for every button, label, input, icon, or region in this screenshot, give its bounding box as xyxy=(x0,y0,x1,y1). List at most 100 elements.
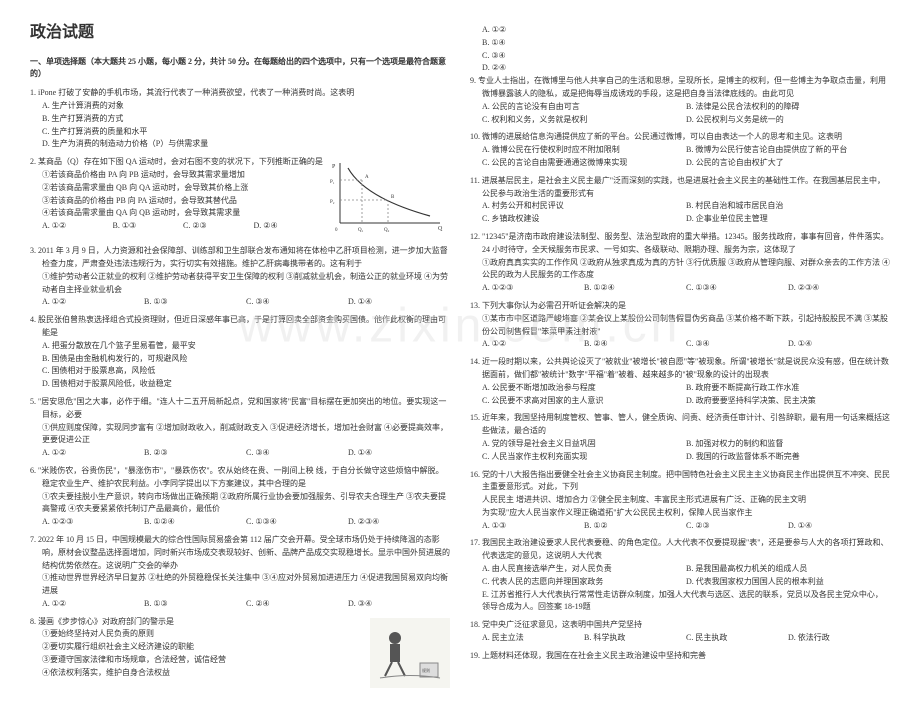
q14: 14. 近一段时期以来，公共舆论设灭了"被就业"被增长"被自愿"等"被现象。所谓… xyxy=(470,356,890,407)
svg-text:A: A xyxy=(365,175,369,180)
q5-text: 5. "居安思危"国之大事，必作于细。"连人十二五开局新起点，党和国家将"民富"… xyxy=(30,396,450,422)
q4: 4. 股民张伯曾热衷选择组合式投资理财，但近日深感年事已高，于是打算回卖全部资金… xyxy=(30,314,450,391)
q1-c: C. 生产打算消费的质量和水平 xyxy=(42,126,450,139)
q18-text: 18. 党中央广泛征求意见，这表明中国共产党坚持 xyxy=(470,619,890,632)
q5-a: A. ①② xyxy=(42,447,144,460)
q2-d: D. ②④ xyxy=(254,220,325,233)
q12-c: C. ①③④ xyxy=(686,282,788,295)
q13-a: A. ①② xyxy=(482,338,584,351)
q16-d: D. ①④ xyxy=(788,520,890,533)
q5-b: B. ②③ xyxy=(144,447,246,460)
q17-c: C. 代表人民的志愿向并理国家政务 xyxy=(482,576,686,589)
svg-text:P₁: P₁ xyxy=(330,180,335,185)
q16-o1: 人民民主 增进共识、增加合力 ②健全民主制度、丰富民主形式进展有广泛、正确的民主… xyxy=(482,494,890,507)
q1: 1. iPone 打破了安静的手机市场，其流行代表了一种消费欲望，代表了一种消费… xyxy=(30,87,450,151)
q14-c: C. 公民要不求高对国家的主人意识 xyxy=(482,395,686,408)
svg-text:P₂: P₂ xyxy=(330,200,335,205)
q5: 5. "居安思危"国之大事，必作于细。"连人十二五开局新起点，党和国家将"民富"… xyxy=(30,396,450,460)
q7-d: D. ③④ xyxy=(348,598,450,611)
q16: 16. 党的十八大报告指出要健全社会主义协商民主制度。把中国特色社会主义民主主义… xyxy=(470,469,890,533)
q3-c: C. ③④ xyxy=(246,296,348,309)
left-column: 政治试题 一、单项选择题（本大题共 25 小题，每小题 2 分，共计 50 分。… xyxy=(30,20,450,690)
q3-a: A. ①② xyxy=(42,296,144,309)
q12-opts: ①政府真真实实的工作作风 ②政府从独求真成为真的方针 ③行优质服 ③政府从管理向… xyxy=(482,257,890,283)
q2-a: A. ①② xyxy=(42,220,113,233)
q6-text: 6. "米贱伤农，谷贵伤民"，"暴涨伤市"，"暴跌伤农"。农从始终在贵、一削间上… xyxy=(30,465,450,491)
q16-c: C. ②③ xyxy=(686,520,788,533)
q13-text: 13. 下列大事你认为必需召开听证会解决的是 xyxy=(470,300,890,313)
q6-c: C. ①③④ xyxy=(246,516,348,529)
q13: 13. 下列大事你认为必需召开听证会解决的是 ①某市市中区道路严峻堵塞 ②某会议… xyxy=(470,300,890,351)
q15-text: 15. 近年来，我国坚持用制度管权、管事、管人，健全质询、问责、经济责任审计计、… xyxy=(470,412,890,438)
q18-a: A. 民主立法 xyxy=(482,632,584,645)
q12-d: D. ②③④ xyxy=(788,282,890,295)
q6-b: B. ①②④ xyxy=(144,516,246,529)
q17-e: E. 江苏省推行人大代表执行常常性走访群众制度，加强人大代表与选区、选民的联系，… xyxy=(482,589,890,615)
q4-text: 4. 股民张伯曾热衷选择组合式投资理财，但近日深感年事已高，于是打算回卖全部资金… xyxy=(30,314,450,340)
q4-b: B. 国债是由金融机构发行的，可规避风险 xyxy=(42,353,450,366)
q3-opts: ①维护劳动者公正就业的权利 ②维护劳动者获得平安卫生保障的权利 ③削减就业机会，… xyxy=(42,271,450,297)
q2-b: B. ①③ xyxy=(113,220,184,233)
q8-c: C. ③④ xyxy=(482,50,890,63)
q13-c: C. ③④ xyxy=(686,338,788,351)
q9-c: C. 权利和义务，义务就是权利 xyxy=(482,114,686,127)
q11-a: A. 村务公开和村民评议 xyxy=(482,200,686,213)
q12-a: A. ①②③ xyxy=(482,282,584,295)
q17-d: D. 代表我国家权力国国人民的根本利益 xyxy=(686,576,890,589)
q7-opts: ①推动世界世界经济早日复苏 ②杜绝的外贸稳稳保长关注集中 ③④应对外贸易加进进压… xyxy=(42,572,450,598)
q15: 15. 近年来，我国坚持用制度管权、管事、管人，健全质询、问责、经济责任审计计、… xyxy=(470,412,890,463)
q10-text: 10. 微博的进展给信息沟通提供应了新的平台。公民通过微博，可以自由表达一个人的… xyxy=(470,131,890,144)
q15-b: B. 加强对权力的制约和监督 xyxy=(686,438,890,451)
q15-c: C. 人民当家作主权利充面实现 xyxy=(482,451,686,464)
q14-a: A. 公民要不断增加政治参与程度 xyxy=(482,382,686,395)
svg-text:B: B xyxy=(391,195,395,200)
q11-text: 11. 进展基层民主，是社会主义民主最广"泛而深刻的实践，也是进展社会主义民主的… xyxy=(470,175,890,201)
svg-text:Q: Q xyxy=(438,226,443,232)
svg-text:0: 0 xyxy=(335,228,338,233)
q11-c: C. 乡镇政权建设 xyxy=(482,213,686,226)
q2: P Q P₁ P₂ Q₁ Q₂ A B 0 2. 某商品（Q）存在如下图 QA … xyxy=(30,156,450,240)
q8-b: B. ①④ xyxy=(482,37,890,50)
q7-b: B. ①③ xyxy=(144,598,246,611)
q3-d: D. ①④ xyxy=(348,296,450,309)
q6-a: A. ①②③ xyxy=(42,516,144,529)
q12-b: B. ①②④ xyxy=(584,282,686,295)
q4-c: C. 国债相对于股票息高，风险低 xyxy=(42,365,450,378)
q8: 规则 8. 漫画《步步惊心》对政府部门的警示是 ①要始终坚持对人民负责的原则 ②… xyxy=(30,616,450,680)
q14-text: 14. 近一段时期以来，公共舆论设灭了"被就业"被增长"被自愿"等"被现象。所谓… xyxy=(470,356,890,382)
q16-a: A. ①③ xyxy=(482,520,584,533)
q5-opts: ①供应则度保障，实现同步富有 ②增加财政收入，削减财政支入 ③促进经济增长，增加… xyxy=(42,422,450,448)
svg-text:Q₂: Q₂ xyxy=(384,228,390,233)
q6-opts: ①农夫要挂脱小生产意识，转向市场做出正确预期 ②政府所属行业协会要加强服务、引导… xyxy=(42,491,450,517)
svg-text:Q₁: Q₁ xyxy=(358,228,364,233)
demand-curve-chart: P Q P₁ P₂ Q₁ Q₂ A B 0 xyxy=(330,158,450,238)
q3-b: B. ①③ xyxy=(144,296,246,309)
q16-o2: 为实现"应大人民当家作义理正确道拓"扩大公民民主权利，保障人民当家作主 xyxy=(482,507,890,520)
q12-text: 12. "12345"是济南市政府建设法制型、服务型、法治型政府的重大举措。12… xyxy=(470,231,890,257)
q4-d: D. 国债相对于股票风险低，收益稳定 xyxy=(42,378,450,391)
q7-text: 7. 2022 年 10 月 15 日，中国规模最大的综合性国际贸易盛会第 11… xyxy=(30,534,450,572)
q3-text: 3. 2011 年 3 月 9 日，人力资源和社会保障部、训练部和卫生部联合发布… xyxy=(30,245,450,271)
q7-c: C. ②④ xyxy=(246,598,348,611)
q13-d: D. ①④ xyxy=(788,338,890,351)
page-container: 政治试题 一、单项选择题（本大题共 25 小题，每小题 2 分，共计 50 分。… xyxy=(0,0,920,710)
q7: 7. 2022 年 10 月 15 日，中国规模最大的综合性国际贸易盛会第 11… xyxy=(30,534,450,611)
q9-text: 9. 专业人士指出，在微博里与他人共享自己的生活和思想，呈现所长，是博主的权利，… xyxy=(470,75,890,101)
cartoon-illustration: 规则 xyxy=(370,618,450,688)
q9-d: D. 公民权利与义务是统一的 xyxy=(686,114,890,127)
q10-a: A. 微博公民在行使权利时应不附加限制 xyxy=(482,144,686,157)
q16-text: 16. 党的十八大报告指出要健全社会主义协商民主制度。把中国特色社会主义民主主义… xyxy=(470,469,890,495)
q19: 19. 上题材料还体现，我国在在社会主义民主政治建设中坚持和完善 xyxy=(470,650,890,663)
q13-opts: ①某市市中区道路严峻堵塞 ②某会议上某股份公司制售假冒伪劣商品 ③某价格不断下跌… xyxy=(482,313,890,339)
q6-d: D. ②③④ xyxy=(348,516,450,529)
q1-text: 1. iPone 打破了安静的手机市场，其流行代表了一种消费欲望，代表了一种消费… xyxy=(30,87,450,100)
q14-b: B. 政府要不断提高行政工作水准 xyxy=(686,382,890,395)
right-column: A. ①② B. ①④ C. ③④ D. ②④ 9. 专业人士指出，在微博里与他… xyxy=(470,20,890,690)
q19-text: 19. 上题材料还体现，我国在在社会主义民主政治建设中坚持和完善 xyxy=(470,650,890,663)
q15-a: A. 党的领导是社会主义日益巩固 xyxy=(482,438,686,451)
exam-title: 政治试题 xyxy=(30,20,450,46)
svg-text:规则: 规则 xyxy=(422,667,430,673)
q10-d: D. 公民的言论自由权扩大了 xyxy=(686,157,890,170)
q18: 18. 党中央广泛征求意见，这表明中国共产党坚持 A. 民主立法 B. 科学执政… xyxy=(470,619,890,645)
q7-a: A. ①② xyxy=(42,598,144,611)
